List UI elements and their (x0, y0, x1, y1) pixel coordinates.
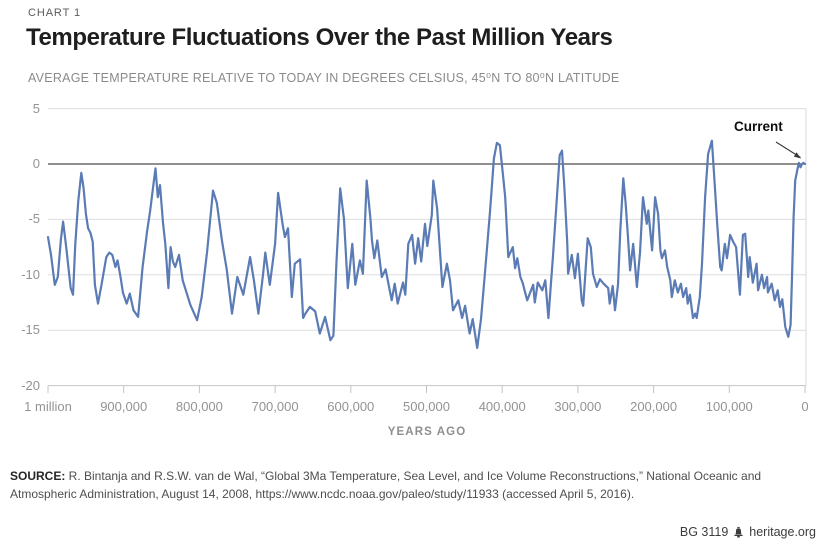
chart-kicker: CHART 1 (28, 7, 81, 19)
x-tick-label: 500,000 (403, 399, 450, 414)
plot-area: 1 million 900,000 800,000 700,000 600,000 500… (21, 100, 809, 438)
credit-line: BG 3119 heritage.org (680, 525, 816, 539)
source-text: R. Bintanja and R.S.W. van de Wal, “Glob… (10, 469, 762, 501)
y-tick-label: 0 (32, 156, 40, 171)
y-tick-label: -5 (28, 211, 40, 227)
y-tick-label: 5 (32, 100, 40, 116)
y-tick-label: -15 (21, 322, 40, 338)
x-tick-label: 800,000 (175, 399, 223, 414)
x-tick-label: 900,000 (100, 399, 148, 414)
site-name: heritage.org (749, 525, 816, 539)
x-tick-label: 300,000 (554, 399, 602, 414)
x-tick-label: 600,000 (327, 399, 375, 414)
source-note: SOURCE: R. Bintanja and R.S.W. van de Wa… (10, 468, 796, 503)
y-tick-label: -20 (21, 377, 40, 393)
x-tick-label: 100,000 (705, 399, 753, 414)
liberty-bell-icon (734, 526, 743, 538)
x-tick-label: 700,000 (251, 399, 299, 414)
x-tick-label: 400,000 (478, 399, 526, 414)
doc-id: BG 3119 (679, 525, 729, 539)
y-tick-label: -10 (21, 266, 40, 282)
temperature-line-chart (46, 108, 807, 394)
temperature-series-line (46, 139, 807, 349)
x-tick-label: 200,000 (630, 399, 678, 414)
annotation-current-label: Current (734, 119, 783, 134)
source-label: SOURCE: (10, 469, 66, 483)
chart-title: Temperature Fluctuations Over the Past M… (26, 24, 613, 51)
x-tick-label: 0 (801, 399, 809, 414)
chart-subtitle: AVERAGE TEMPERATURE RELATIVE TO TODAY IN… (28, 71, 620, 85)
x-tick-label: 1 million (24, 399, 72, 414)
x-axis-title: YEARS AGO (387, 426, 467, 438)
annotation-arrowhead (793, 152, 801, 159)
